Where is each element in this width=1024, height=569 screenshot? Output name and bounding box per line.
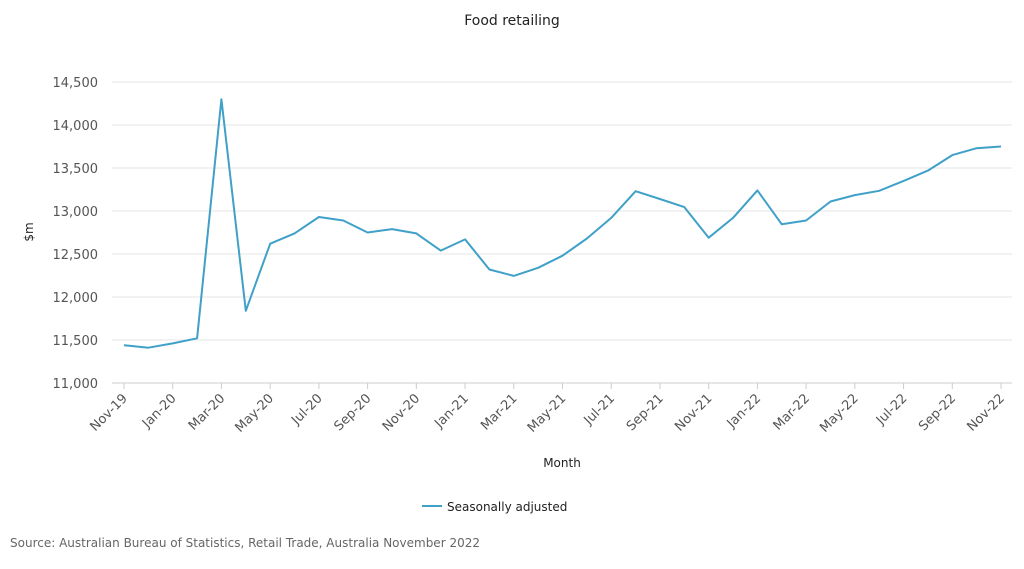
data-point[interactable] (898, 175, 910, 187)
x-tick-label: Nov-19 (88, 391, 131, 434)
y-tick-label: 11,000 (53, 377, 99, 392)
y-tick-label: 11,500 (53, 334, 99, 349)
series-layer (118, 93, 1007, 354)
data-point[interactable] (971, 142, 983, 154)
data-point[interactable] (751, 184, 763, 196)
data-point[interactable] (824, 196, 836, 208)
x-tick-label: Jul-21 (581, 391, 618, 428)
data-point[interactable] (532, 262, 544, 274)
x-axis-ticks: Nov-19 Jan-20 Mar-20 May-20 Jul-20 Sep-20 Nov-… (88, 383, 1008, 436)
gridlines (112, 81, 1012, 341)
x-tick-label: May-22 (817, 391, 861, 435)
x-tick-label: Mar-22 (771, 391, 813, 433)
data-point[interactable] (410, 227, 422, 239)
y-tick-label: 13,500 (53, 162, 99, 177)
x-tick-label: Jan-22 (724, 391, 765, 432)
data-point[interactable] (800, 214, 812, 226)
y-tick-label: 12,500 (53, 248, 99, 263)
data-point[interactable] (703, 232, 715, 244)
x-tick-label: Mar-20 (186, 391, 228, 433)
x-tick-label: Jan-20 (139, 391, 180, 432)
data-point[interactable] (240, 305, 252, 317)
x-tick-label: Jan-21 (431, 391, 472, 432)
x-tick-label: Jul-22 (873, 391, 910, 428)
data-point[interactable] (435, 245, 447, 257)
data-point[interactable] (289, 227, 301, 239)
data-point[interactable] (630, 185, 642, 197)
source-note: Source: Australian Bureau of Statistics,… (10, 536, 480, 550)
data-point[interactable] (922, 165, 934, 177)
x-tick-label: Nov-20 (380, 391, 423, 434)
legend-label[interactable]: Seasonally adjusted (447, 500, 567, 514)
data-point[interactable] (483, 263, 495, 275)
data-point[interactable] (264, 238, 276, 250)
data-point[interactable] (459, 233, 471, 245)
x-tick-label: May-21 (525, 391, 569, 435)
data-point[interactable] (557, 250, 569, 262)
data-point[interactable] (849, 189, 861, 201)
data-point[interactable] (167, 337, 179, 349)
x-tick-label: Sep-20 (331, 391, 374, 434)
x-tick-label: Nov-22 (965, 391, 1008, 434)
data-point[interactable] (337, 214, 349, 226)
data-point[interactable] (776, 218, 788, 230)
data-point[interactable] (386, 223, 398, 235)
x-tick-label: Jul-20 (288, 391, 325, 428)
x-axis-label: Month (543, 456, 581, 470)
y-axis-label: $m (22, 222, 36, 241)
legend[interactable]: Seasonally adjusted (422, 500, 567, 514)
chart-title: Food retailing (464, 13, 560, 29)
x-tick-label: May-20 (233, 391, 277, 435)
x-tick-label: Nov-21 (672, 391, 715, 434)
data-point[interactable] (995, 141, 1007, 153)
y-tick-label: 14,000 (53, 119, 99, 134)
data-point[interactable] (605, 212, 617, 224)
data-point[interactable] (727, 212, 739, 224)
data-point[interactable] (678, 201, 690, 213)
y-axis-ticks: 11,000 11,500 12,000 12,500 13,000 13,500 14,0… (53, 76, 99, 392)
y-tick-label: 13,000 (53, 205, 99, 220)
data-point[interactable] (313, 211, 325, 223)
series-line-seasonally-adjusted[interactable] (123, 98, 1002, 349)
x-tick-label: Sep-22 (916, 391, 959, 434)
y-tick-label: 12,000 (53, 291, 99, 306)
data-point[interactable] (118, 339, 130, 351)
data-point[interactable] (581, 233, 593, 245)
data-point[interactable] (142, 342, 154, 354)
data-point[interactable] (362, 227, 374, 239)
data-point[interactable] (191, 332, 203, 344)
data-point[interactable] (215, 93, 227, 105)
y-tick-label: 14,500 (53, 76, 99, 91)
data-point[interactable] (946, 149, 958, 161)
data-point[interactable] (508, 270, 520, 282)
data-point[interactable] (873, 185, 885, 197)
x-tick-label: Sep-21 (624, 391, 667, 434)
data-point[interactable] (654, 193, 666, 205)
x-tick-label: Mar-21 (478, 391, 520, 433)
